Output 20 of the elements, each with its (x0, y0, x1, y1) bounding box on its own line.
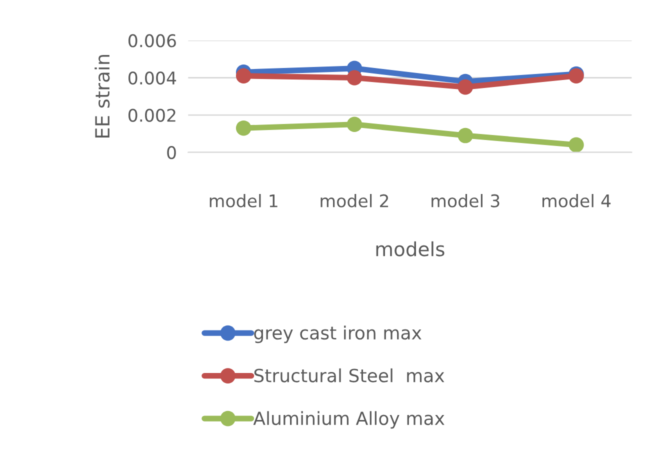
y-tick-label: 0.004 (128, 71, 176, 85)
x-tick-label: model 2 (320, 194, 388, 208)
point (236, 68, 252, 84)
x-tick-label: model 3 (432, 194, 500, 208)
point (458, 128, 473, 144)
x-tick-label: model 1 (210, 194, 278, 208)
point (568, 137, 584, 152)
point (458, 79, 473, 95)
x-axis-title: models (376, 241, 444, 256)
legend-label: Aluminium Alloy max (253, 411, 444, 429)
x-tick-label: model 4 (542, 194, 611, 208)
legend-label: grey cast iron max (254, 326, 422, 344)
point (346, 70, 362, 86)
point (346, 116, 362, 132)
legend-label: Structural Steel max (254, 368, 444, 382)
y-tick-label: 0 (167, 146, 176, 160)
y-tick-label: 0.002 (128, 108, 176, 122)
point (236, 120, 252, 136)
y-axis-title: EE strain (94, 54, 110, 138)
y-tick-label: 0.006 (128, 34, 176, 48)
